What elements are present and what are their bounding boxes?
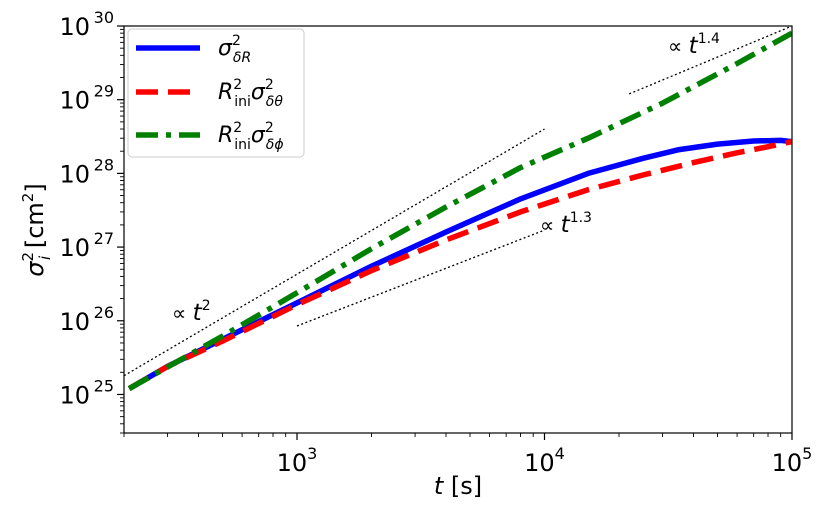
annotation-label: ∝ t1.3 [540, 210, 592, 238]
axis-ticks [117, 25, 793, 440]
legend-label-1: R2 iniσ2 δθ [218, 77, 283, 110]
legend: σ2 δR R2 iniσ2 δθ R2 iniσ2 δϕ [127, 28, 305, 158]
series-lines [127, 30, 792, 391]
guide-lines [124, 26, 792, 377]
axis-titles: t [s] σ2i [cm2] [19, 183, 482, 500]
y-tick-label: 10 29 [59, 82, 114, 115]
legend-label-2: R2 iniσ2 δϕ [218, 120, 284, 153]
series-line-2 [127, 30, 792, 391]
guide-line-0 [124, 128, 545, 377]
y-tick-label: 10 26 [59, 303, 114, 336]
x-tick-label: 103 [277, 444, 318, 477]
y-tick-label: 10 30 [59, 8, 114, 41]
series-line-0 [127, 137, 792, 391]
series-line-1 [127, 138, 792, 391]
legend-label-0: σ2 δR [218, 33, 251, 66]
y-axis-title: σ2i [cm2] [19, 183, 54, 276]
y-tick-label: 10 25 [59, 376, 114, 409]
x-tick-label: 104 [524, 444, 565, 477]
y-tick-label: 10 28 [59, 155, 114, 188]
annotations: ∝ t2 ∝ t1.3 ∝ t1.4 [172, 31, 720, 326]
y-tick-label: 10 27 [59, 229, 114, 262]
annotation-label: ∝ t1.4 [668, 31, 720, 59]
guide-line-1 [296, 229, 545, 327]
x-tick-label: 105 [772, 444, 813, 477]
plot-frame [123, 25, 793, 434]
x-axis-title: t [s] [434, 472, 482, 500]
legend-box [127, 28, 305, 158]
annotation-label: ∝ t2 [172, 298, 211, 326]
